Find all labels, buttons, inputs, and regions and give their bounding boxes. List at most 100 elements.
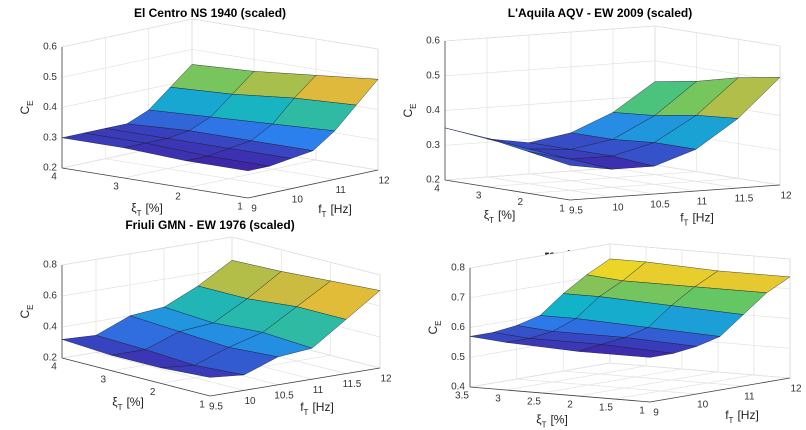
y-tick-label: 4 [51,172,57,183]
y-tick-label: 2.5 [527,397,541,408]
axis-line [61,167,379,199]
z-axis-label-subscript: E [26,304,35,309]
x-axis-label-symbol: f [680,211,684,225]
x-tick-label: 10 [244,396,256,407]
y-axis-label-symbol: ξ [484,208,490,222]
axis-line [61,357,381,397]
z-axis-label: CE [18,304,34,318]
x-axis-label-symbol: f [725,408,729,422]
y-axis-label-subscript: T [542,420,547,429]
y-tick-label: 1.5 [599,403,613,414]
z-axis-label-symbol: C [426,326,440,335]
x-tick-label: 10.5 [650,200,670,211]
z-tick-label: 0.2 [426,175,440,186]
x-tick-label: 10 [292,194,304,205]
y-tick-label: 1 [639,406,645,417]
z-tick-label: 0.7 [451,292,465,303]
y-axis-label: ξT [%] [112,395,144,411]
z-tick-label: 0.4 [426,105,440,116]
y-tick-label: 1 [559,204,565,215]
x-axis-label: fT [Hz] [300,400,334,416]
y-axis-label-symbol: ξ [536,413,542,427]
x-axis-label-subscript: T [322,210,327,219]
z-tick-label: 0.6 [451,322,465,333]
z-tick-label: 0.4 [451,382,465,393]
x-tick-label: 11 [744,392,755,403]
z-tick-label: 0.8 [43,260,57,271]
surface-patch [577,344,674,358]
x-tick-label: 12 [790,384,802,395]
z-tick-label: 0.8 [451,263,465,274]
axis-line [469,377,791,403]
z-tick-label: 0.5 [451,352,465,363]
x-tick-label: 11 [313,385,324,396]
y-tick-label: 3 [113,182,119,193]
z-tick-label: 0.3 [43,132,57,143]
grid-line [61,48,379,80]
x-axis-label-unit: [Hz] [312,400,333,414]
x-axis-label-subscript: T [729,416,734,425]
x-tick-label: 9.5 [569,206,583,217]
z-axis-label-subscript: E [26,100,35,105]
surface-patch [160,365,245,378]
y-axis-label: ξT [%] [131,201,163,217]
z-tick-label: 0.5 [43,72,57,83]
x-tick-label: 9 [251,204,257,215]
z-tick-label: 0.3 [426,140,440,151]
z-tick-label: 0.5 [426,70,440,81]
y-tick-label: 3 [101,374,107,385]
chart-title: L'Aquila AQV - EW 2009 (scaled) [508,6,692,20]
x-axis-label: fT [Hz] [680,211,714,227]
z-tick-label: 0.4 [43,102,57,113]
y-tick-label: 1 [199,400,205,411]
grid-line [444,25,781,47]
grid-line [61,18,379,50]
y-axis-label-unit: [%] [126,395,143,409]
x-axis-label-subscript: T [684,218,689,227]
y-tick-label: 2 [567,400,573,411]
x-tick-label: 11 [335,185,346,196]
y-axis-label-symbol: ξ [112,395,118,409]
z-axis-label-symbol: C [401,109,415,118]
y-tick-label: 4 [51,362,57,373]
y-axis-label-unit: [%] [145,201,162,215]
grid-line [469,362,791,388]
x-axis-label-symbol: f [300,400,304,414]
x-tick-label: 9 [653,408,659,419]
y-axis-label-subscript: T [137,209,142,218]
z-tick-label: 0.2 [43,353,57,364]
y-tick-label: 2 [150,387,156,398]
grid-line [469,243,791,269]
x-tick-label: 10 [697,400,709,411]
y-axis-label-symbol: ξ [131,201,137,215]
y-axis-label-unit: [%] [498,208,515,222]
y-tick-label: 3.5 [455,391,469,402]
z-axis-label: CE [18,100,34,114]
z-tick-label: 0.6 [43,291,57,302]
x-axis-label: fT [Hz] [725,408,759,424]
x-axis-label-unit: [Hz] [330,202,351,216]
x-tick-label: 12 [378,176,390,187]
z-tick-label: 0.6 [43,42,57,53]
z-tick-label: 0.2 [43,163,57,174]
x-tick-label: 12 [380,374,392,385]
grid-line [61,236,381,276]
x-tick-label: 11 [697,197,708,208]
z-tick-label: 0.6 [426,36,440,47]
chart-title: El Centro NS 1940 (scaled) [134,6,286,20]
y-axis-label: ξT [%] [484,208,516,224]
y-tick-label: 1 [237,202,243,213]
z-axis-label: CE [401,103,417,117]
x-tick-label: 12 [780,191,792,202]
y-axis-label: ξT [%] [536,413,568,429]
z-axis-label-symbol: C [18,106,32,115]
z-axis-label-symbol: C [18,310,32,319]
surface-patch [185,155,270,172]
y-tick-label: 4 [434,184,440,195]
x-tick-label: 10 [612,203,624,214]
x-axis-label-unit: [Hz] [737,408,758,422]
y-tick-label: 3 [476,190,482,201]
y-tick-label: 3 [495,394,501,405]
grid-line [444,60,781,82]
